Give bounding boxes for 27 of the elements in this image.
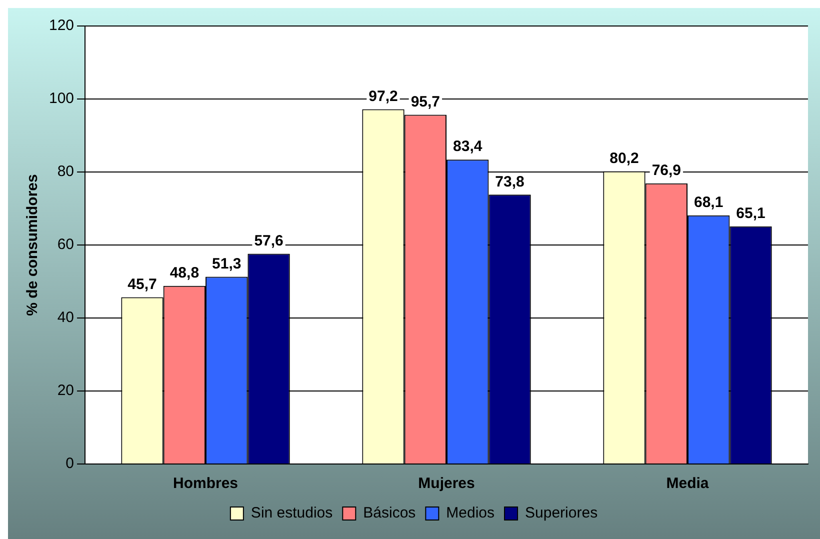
data-label: 76,9	[652, 162, 682, 179]
y-tick-label: 120	[48, 17, 74, 34]
data-label: 83,4	[453, 138, 483, 156]
y-tick-label: 80	[57, 163, 74, 180]
x-tick-label: Hombres	[173, 475, 238, 492]
y-tick-label: 100	[48, 90, 74, 108]
data-label: 80,2	[610, 150, 639, 167]
data-label: 51,3	[212, 255, 242, 272]
y-axis-title: % de consumidores	[24, 174, 42, 316]
legend-label: Sin estudios	[250, 504, 333, 522]
x-tick-label: Mujeres	[418, 475, 475, 492]
y-tick-label: 20	[57, 382, 74, 400]
data-label: 73,8	[495, 173, 524, 190]
y-tick-label: 60	[57, 236, 74, 254]
data-label: 68,1	[694, 194, 724, 212]
data-label: 65,1	[736, 205, 766, 222]
legend-label: Medios	[446, 504, 495, 522]
legend-label: Superiores	[525, 504, 598, 522]
data-label: 45,7	[128, 276, 157, 293]
data-label: 97,2	[368, 88, 398, 105]
data-label: 95,7	[410, 93, 440, 110]
x-tick-label: Media	[666, 475, 710, 492]
legend-label: Básicos	[363, 504, 416, 522]
y-tick-label: 0	[66, 455, 74, 472]
data-label: 57,6	[254, 232, 284, 250]
y-tick-label: 40	[57, 309, 74, 326]
data-label: 48,8	[170, 264, 200, 282]
